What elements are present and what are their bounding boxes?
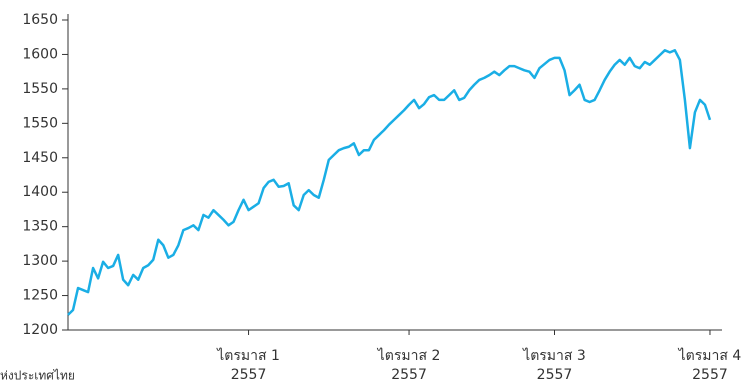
y-tick-label: 1400 <box>22 184 58 200</box>
x-tick-sublabel: 2557 <box>231 367 267 383</box>
x-tick-label: ไตรมาส 4 <box>678 347 742 364</box>
y-tick-label: 1550 <box>22 115 58 131</box>
y-tick-label: 1600 <box>22 46 58 62</box>
x-tick-sublabel: 2557 <box>391 367 427 383</box>
y-tick-label: 1450 <box>22 150 58 166</box>
y-tick-label: 1200 <box>22 322 58 338</box>
x-tick-label: ไตรมาส 1 <box>216 347 280 364</box>
y-tick-label: 1650 <box>22 12 58 28</box>
x-tick-label: ไตรมาส 2 <box>377 347 441 364</box>
x-tick-sublabel: 2557 <box>537 367 573 383</box>
source-note: ห่งประเทศไทย <box>0 369 75 383</box>
y-tick-label: 1250 <box>22 288 58 304</box>
y-tick-label: 1300 <box>22 253 58 269</box>
x-tick-sublabel: 2557 <box>692 367 728 383</box>
y-tick-label: 1550 <box>22 81 58 97</box>
y-tick-label: 1350 <box>22 219 58 235</box>
data-line <box>67 49 712 316</box>
x-tick-label: ไตรมาส 3 <box>522 347 586 364</box>
